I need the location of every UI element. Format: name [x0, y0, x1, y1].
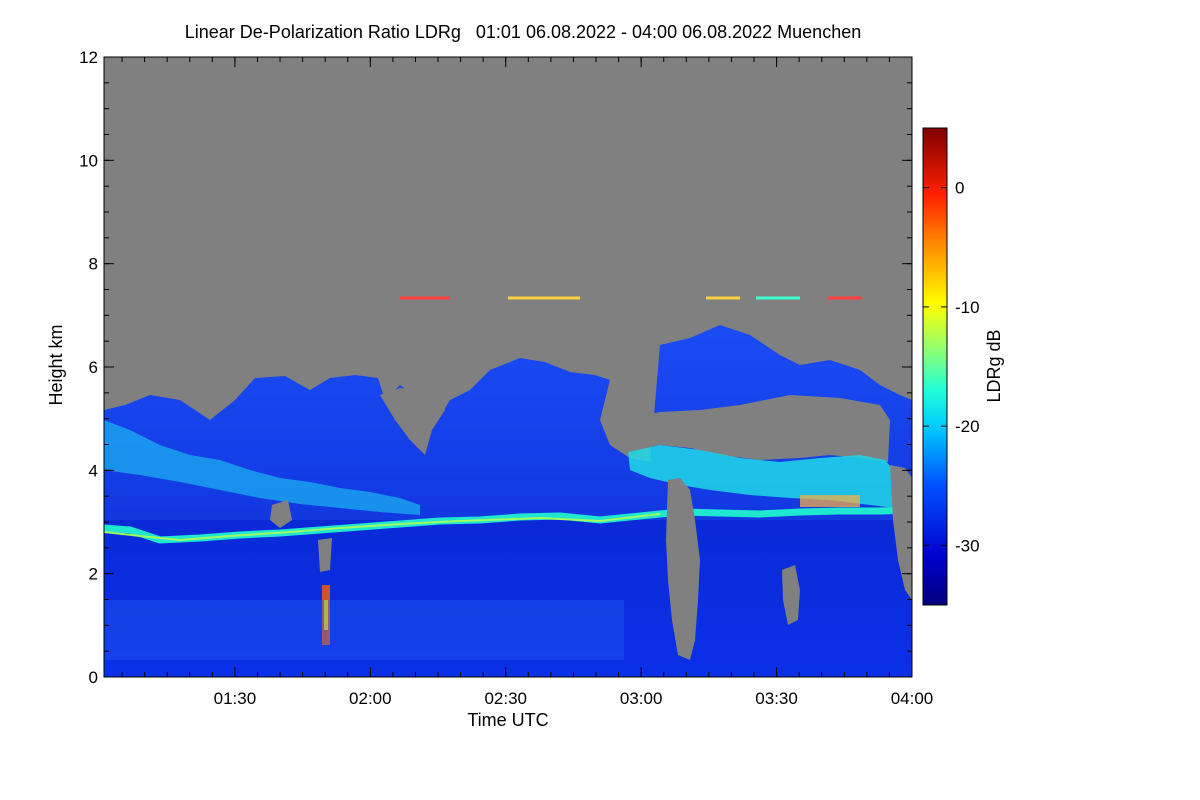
x-axis-label: Time UTC [467, 710, 548, 730]
y-tick-label: 6 [89, 358, 98, 377]
colorbar-tick-label: -10 [955, 298, 980, 317]
grey-patch-2 [318, 538, 332, 572]
chart-svg: 0 2 4 6 8 10 12 01:30 02:00 02:30 03:00 03:30 04:00… [0, 0, 1200, 800]
y-tick-label: 12 [79, 48, 98, 67]
y-axis-label: Height km [46, 324, 66, 405]
x-tick-label: 02:00 [349, 689, 392, 708]
x-tick-label: 01:30 [214, 689, 257, 708]
y-tick-label: 2 [89, 565, 98, 584]
x-tick-label: 02:30 [484, 689, 527, 708]
colorbar-label: LDRg dB [984, 329, 1004, 402]
y-tick-label: 10 [79, 151, 98, 170]
x-tick-label: 03:30 [755, 689, 798, 708]
colorbar-tick-label: -20 [955, 417, 980, 436]
y-tick-label: 4 [89, 461, 98, 480]
x-tick-label: 03:00 [620, 689, 663, 708]
y-tick-label: 8 [89, 255, 98, 274]
colorbar-tick-label: 0 [955, 179, 964, 198]
colorbar [923, 128, 947, 605]
y-tick-label: 0 [89, 668, 98, 687]
colorbar-tick-label: -30 [955, 536, 980, 555]
orange-patch [800, 495, 860, 507]
x-tick-label: 04:00 [891, 689, 934, 708]
bl-speckle-band [104, 600, 624, 660]
